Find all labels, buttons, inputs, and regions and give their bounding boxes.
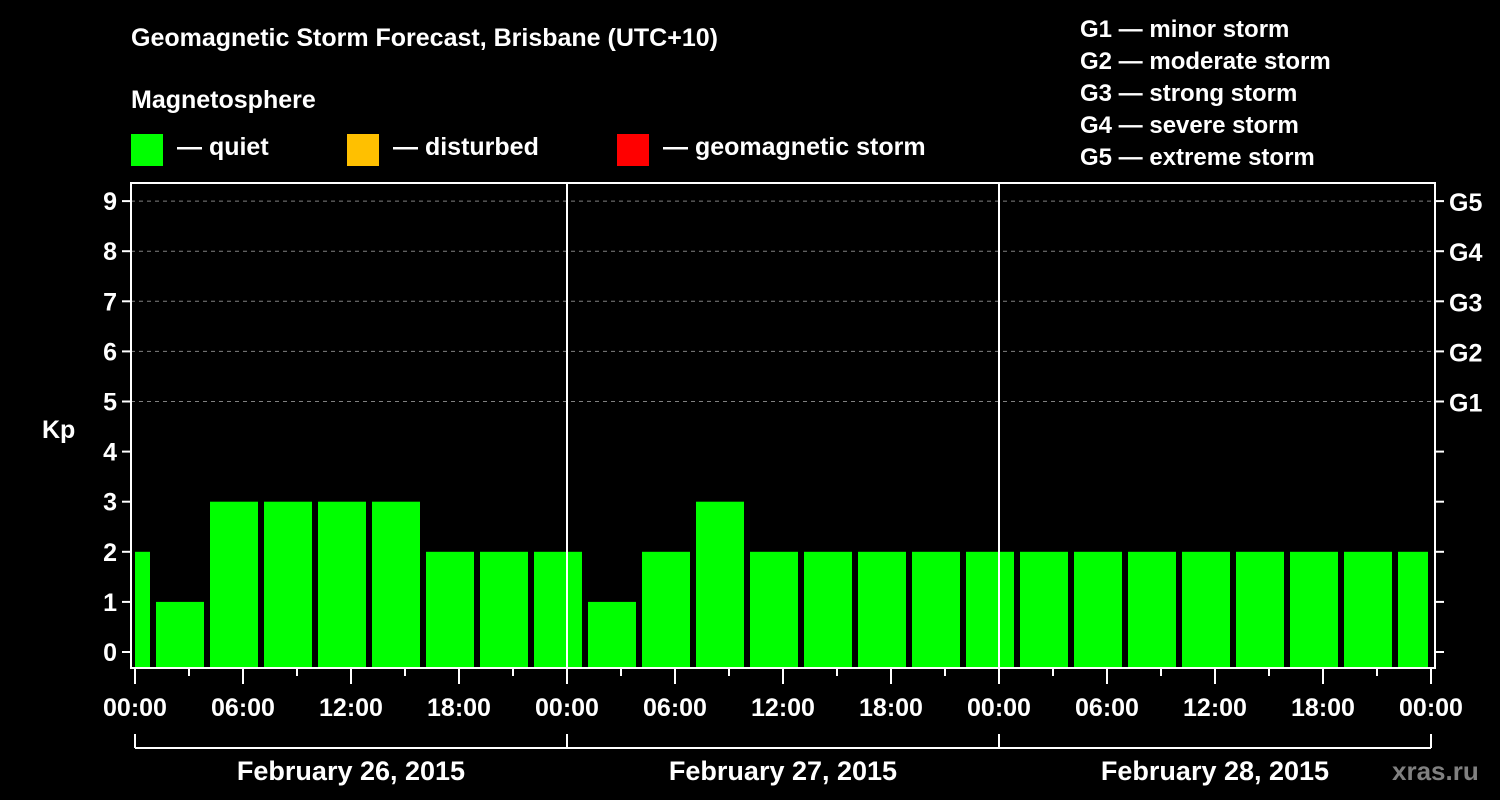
chart-title: Geomagnetic Storm Forecast, Brisbane (UT… <box>131 24 718 52</box>
kp-bar <box>480 551 528 668</box>
svg-text:5: 5 <box>103 389 117 417</box>
kp-bar <box>966 551 1014 668</box>
legend-heading: Magnetosphere <box>131 86 316 114</box>
svg-text:Kp: Kp <box>42 416 75 444</box>
svg-text:February 28, 2015: February 28, 2015 <box>1101 756 1329 786</box>
kp-bar <box>372 501 420 668</box>
kp-bar <box>135 551 150 668</box>
kp-bar <box>642 551 690 668</box>
svg-text:6: 6 <box>103 338 117 366</box>
storm-scale-g5: G5 — extreme storm <box>1080 144 1315 171</box>
kp-bar <box>804 551 852 668</box>
svg-text:12:00: 12:00 <box>751 694 815 722</box>
svg-text:2: 2 <box>103 539 117 567</box>
svg-text:4: 4 <box>103 439 117 467</box>
svg-text:1: 1 <box>103 589 117 617</box>
kp-bar <box>1020 551 1068 668</box>
svg-text:06:00: 06:00 <box>1075 694 1139 722</box>
storm-scale-g1: G1 — minor storm <box>1080 16 1290 43</box>
storm-scale-legend: G1 — minor storm G2 — moderate storm G3 … <box>1080 14 1331 174</box>
svg-text:18:00: 18:00 <box>859 694 923 722</box>
svg-text:G4: G4 <box>1449 239 1482 267</box>
svg-text:00:00: 00:00 <box>967 694 1031 722</box>
legend-label-quiet: — quiet <box>177 133 269 161</box>
legend-swatch-storm <box>617 134 649 166</box>
kp-bar <box>588 601 636 668</box>
axis-labels: 0 1 2 3 4 5 6 7 8 9 Kp G1 G2 G3 G4 G5 00:00 06:00 12:00 18:… <box>42 188 1482 786</box>
svg-text:0: 0 <box>103 639 117 667</box>
svg-text:00:00: 00:00 <box>1399 694 1463 722</box>
grid-lines <box>131 200 1435 402</box>
axes <box>122 182 1444 749</box>
svg-text:06:00: 06:00 <box>211 694 275 722</box>
kp-bar <box>1182 551 1230 668</box>
svg-text:00:00: 00:00 <box>103 694 167 722</box>
svg-text:18:00: 18:00 <box>1291 694 1355 722</box>
kp-bar <box>156 601 204 668</box>
kp-bar <box>1344 551 1392 668</box>
kp-bar <box>1074 551 1122 668</box>
storm-scale-g3: G3 — strong storm <box>1080 80 1298 107</box>
svg-text:3: 3 <box>103 489 117 517</box>
legend-label-disturbed: — disturbed <box>393 133 539 161</box>
kp-bar <box>426 551 474 668</box>
kp-bar <box>318 501 366 668</box>
svg-text:06:00: 06:00 <box>643 694 707 722</box>
kp-bar <box>210 501 258 668</box>
svg-text:9: 9 <box>103 188 117 216</box>
kp-bar <box>534 551 582 668</box>
kp-bar <box>1128 551 1176 668</box>
kp-bar <box>1290 551 1338 668</box>
svg-text:12:00: 12:00 <box>319 694 383 722</box>
storm-scale-g4: G4 — severe storm <box>1080 112 1299 139</box>
svg-text:G5: G5 <box>1449 189 1482 217</box>
svg-text:8: 8 <box>103 238 117 266</box>
storm-scale-g2: G2 — moderate storm <box>1080 48 1331 75</box>
legend-swatch-disturbed <box>347 134 379 166</box>
kp-bar <box>750 551 798 668</box>
svg-text:18:00: 18:00 <box>427 694 491 722</box>
legend-label-storm: — geomagnetic storm <box>663 133 926 161</box>
svg-text:12:00: 12:00 <box>1183 694 1247 722</box>
kp-bar <box>1398 551 1428 668</box>
svg-text:February 26, 2015: February 26, 2015 <box>237 756 465 786</box>
kp-bars <box>135 501 1428 668</box>
kp-bar <box>858 551 906 668</box>
svg-text:G3: G3 <box>1449 289 1482 317</box>
kp-bar <box>1236 551 1284 668</box>
kp-bar <box>912 551 960 668</box>
svg-text:February 27, 2015: February 27, 2015 <box>669 756 897 786</box>
svg-text:7: 7 <box>103 288 117 316</box>
watermark: xras.ru <box>1392 756 1479 786</box>
svg-text:G1: G1 <box>1449 390 1482 418</box>
kp-bar <box>696 501 744 668</box>
legend-swatch-quiet <box>131 134 163 166</box>
svg-text:G2: G2 <box>1449 339 1482 367</box>
svg-text:00:00: 00:00 <box>535 694 599 722</box>
kp-bar <box>264 501 312 668</box>
